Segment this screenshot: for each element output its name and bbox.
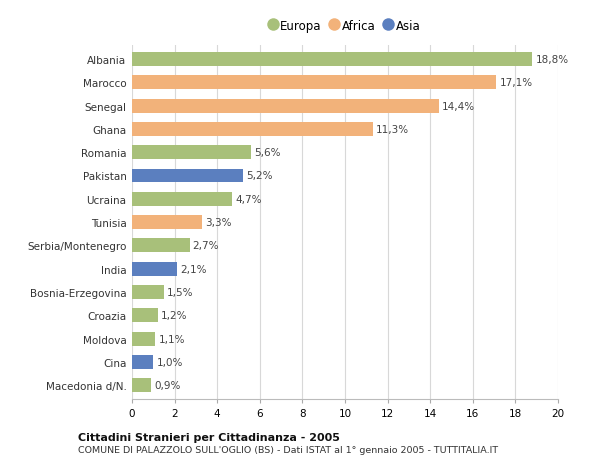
Bar (132, 169, 243, 183)
Bar (132, 355, 154, 369)
Bar (132, 332, 155, 346)
Bar (132, 53, 532, 67)
Text: 2,7%: 2,7% (193, 241, 219, 251)
Text: Cittadini Stranieri per Cittadinanza - 2005: Cittadini Stranieri per Cittadinanza - 2… (78, 432, 340, 442)
Text: 5,2%: 5,2% (246, 171, 272, 181)
Text: 11,3%: 11,3% (376, 124, 409, 134)
Bar (132, 378, 151, 392)
Bar (132, 192, 232, 207)
Text: 1,2%: 1,2% (161, 311, 187, 321)
Text: 2,1%: 2,1% (180, 264, 206, 274)
Text: COMUNE DI PALAZZOLO SULL'OGLIO (BS) - Dati ISTAT al 1° gennaio 2005 - TUTTITALIA: COMUNE DI PALAZZOLO SULL'OGLIO (BS) - Da… (78, 445, 498, 454)
Bar (132, 76, 496, 90)
Text: 14,4%: 14,4% (442, 101, 475, 112)
Text: 17,1%: 17,1% (499, 78, 533, 88)
Text: 0,9%: 0,9% (154, 381, 181, 390)
Bar (132, 285, 164, 299)
Text: 18,8%: 18,8% (536, 55, 569, 65)
Text: 3,3%: 3,3% (205, 218, 232, 228)
Bar (132, 100, 439, 113)
Text: 5,6%: 5,6% (254, 148, 281, 158)
Bar (132, 262, 177, 276)
Text: 4,7%: 4,7% (235, 194, 262, 204)
Bar (132, 146, 251, 160)
Bar (132, 216, 202, 230)
Bar (132, 239, 190, 253)
Text: 1,0%: 1,0% (157, 357, 183, 367)
Legend: Europa, Africa, Asia: Europa, Africa, Asia (266, 17, 424, 36)
Text: 1,5%: 1,5% (167, 287, 194, 297)
Bar (132, 123, 373, 137)
Text: 1,1%: 1,1% (158, 334, 185, 344)
Bar (132, 308, 158, 323)
